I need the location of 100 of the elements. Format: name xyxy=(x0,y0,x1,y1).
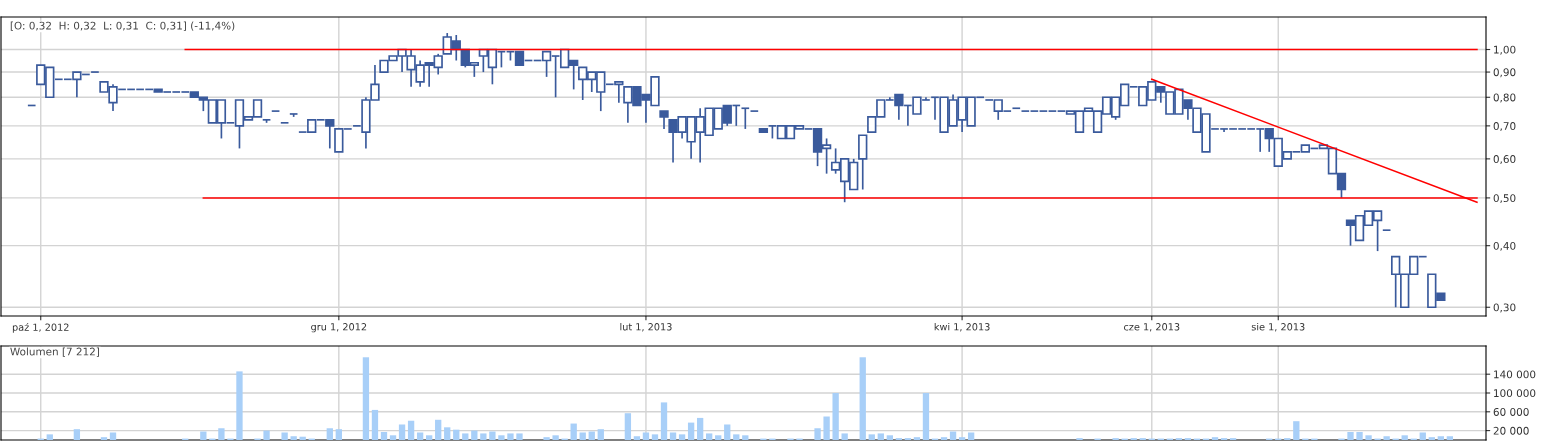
bar xyxy=(1356,432,1363,440)
bar xyxy=(416,432,424,440)
y-tick-label: 0,60 xyxy=(1493,155,1516,165)
bar xyxy=(624,413,632,440)
bar xyxy=(444,427,451,440)
bar xyxy=(696,417,704,440)
bar xyxy=(371,409,379,440)
bar xyxy=(471,430,478,440)
candlestick xyxy=(1381,229,1392,232)
bar xyxy=(407,420,415,440)
bar xyxy=(715,435,722,440)
bar xyxy=(570,423,577,440)
bar xyxy=(588,431,595,440)
bar xyxy=(967,432,975,440)
y-tick-label: 60 000 xyxy=(1493,408,1529,416)
bar xyxy=(940,437,948,440)
bar xyxy=(958,437,966,440)
bar xyxy=(949,431,957,440)
bar xyxy=(489,431,496,440)
bar xyxy=(1293,421,1300,440)
bar xyxy=(633,436,641,440)
bar xyxy=(236,371,243,440)
bar xyxy=(46,434,53,440)
candlestick xyxy=(758,128,769,133)
y-tick-label: 0,70 xyxy=(1493,122,1516,132)
y-tick-label: 0,90 xyxy=(1493,68,1516,78)
bar xyxy=(687,422,695,440)
bar xyxy=(733,434,740,440)
bar xyxy=(326,428,333,440)
bar xyxy=(1365,435,1372,440)
bar xyxy=(1419,432,1426,440)
bar xyxy=(362,357,370,440)
y-tick-label: 1,00 xyxy=(1494,45,1516,55)
bar xyxy=(669,432,677,440)
bar xyxy=(281,432,288,440)
bar xyxy=(109,432,117,440)
bar xyxy=(1383,436,1390,440)
candlestick xyxy=(279,121,290,124)
bar xyxy=(877,433,884,440)
bar xyxy=(823,416,830,440)
bar xyxy=(678,434,686,440)
bar xyxy=(1446,436,1454,440)
bar xyxy=(200,431,207,440)
annotation: [O: 0,32 H: 0,32 L: 0,31 C: 0,31] (-11,4%) xyxy=(10,21,235,31)
bar xyxy=(453,429,460,440)
bar xyxy=(642,432,650,440)
bar xyxy=(462,433,469,440)
bar xyxy=(389,435,397,440)
bar xyxy=(426,435,433,440)
y-tick-label: 0,30 xyxy=(1493,303,1516,313)
bar xyxy=(480,433,487,440)
y-tick-label: 140 000 xyxy=(1494,370,1536,379)
x-tick-label: sie 1, 2013 xyxy=(1251,322,1305,332)
bar xyxy=(552,435,559,440)
bar xyxy=(868,434,875,440)
candlestick xyxy=(740,107,750,130)
bar xyxy=(73,429,81,440)
y-tick-label: 0,50 xyxy=(1493,194,1516,204)
candlestick xyxy=(1011,107,1021,110)
bar xyxy=(263,430,270,440)
x-tick-label: gru 1, 2012 xyxy=(311,323,367,333)
bar xyxy=(543,437,550,440)
y-tick-label: 20 000 xyxy=(1493,426,1529,435)
bar xyxy=(660,402,668,440)
bar xyxy=(380,432,388,440)
bar xyxy=(841,433,848,440)
y-tick-label: 0,40 xyxy=(1493,241,1516,251)
bar xyxy=(886,435,893,440)
bar xyxy=(706,433,713,440)
bar xyxy=(859,357,866,440)
x-tick-label: cze 1, 2013 xyxy=(1124,323,1180,332)
y-tick-label: 0,80 xyxy=(1493,93,1516,103)
bar xyxy=(335,429,342,440)
x-tick-label: paź 1, 2012 xyxy=(12,322,69,333)
bar xyxy=(922,393,930,440)
bar xyxy=(724,424,731,440)
bar xyxy=(100,437,108,440)
x-tick-label: kwi 1, 2013 xyxy=(934,322,990,332)
bar xyxy=(218,428,225,440)
bar xyxy=(290,436,297,440)
bar xyxy=(498,435,505,440)
annotation: Wolumen [7 212] xyxy=(10,347,99,357)
bar xyxy=(1347,432,1354,440)
x-tick-label: lut 1, 2013 xyxy=(620,322,672,332)
bar xyxy=(435,419,442,440)
bar xyxy=(1401,435,1408,440)
y-tick-label: 100 000 xyxy=(1494,389,1536,398)
bar xyxy=(507,433,514,440)
bar xyxy=(1211,437,1219,440)
candlestick xyxy=(858,134,868,191)
bar xyxy=(1428,437,1435,440)
bar xyxy=(913,437,921,440)
bar xyxy=(1437,436,1444,440)
bar xyxy=(398,424,406,440)
bar xyxy=(742,435,749,440)
bar xyxy=(832,393,839,440)
bar xyxy=(597,429,604,440)
bar xyxy=(651,434,659,440)
bar xyxy=(814,428,821,440)
bar xyxy=(579,432,586,440)
